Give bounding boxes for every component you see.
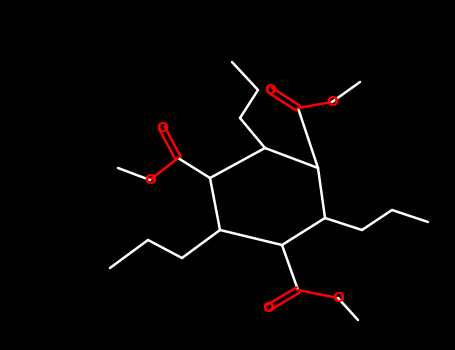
- Text: O: O: [262, 301, 274, 315]
- Text: O: O: [156, 121, 168, 135]
- Text: O: O: [144, 173, 156, 187]
- Text: O: O: [264, 83, 276, 97]
- Text: O: O: [332, 291, 344, 305]
- Text: O: O: [326, 95, 338, 109]
